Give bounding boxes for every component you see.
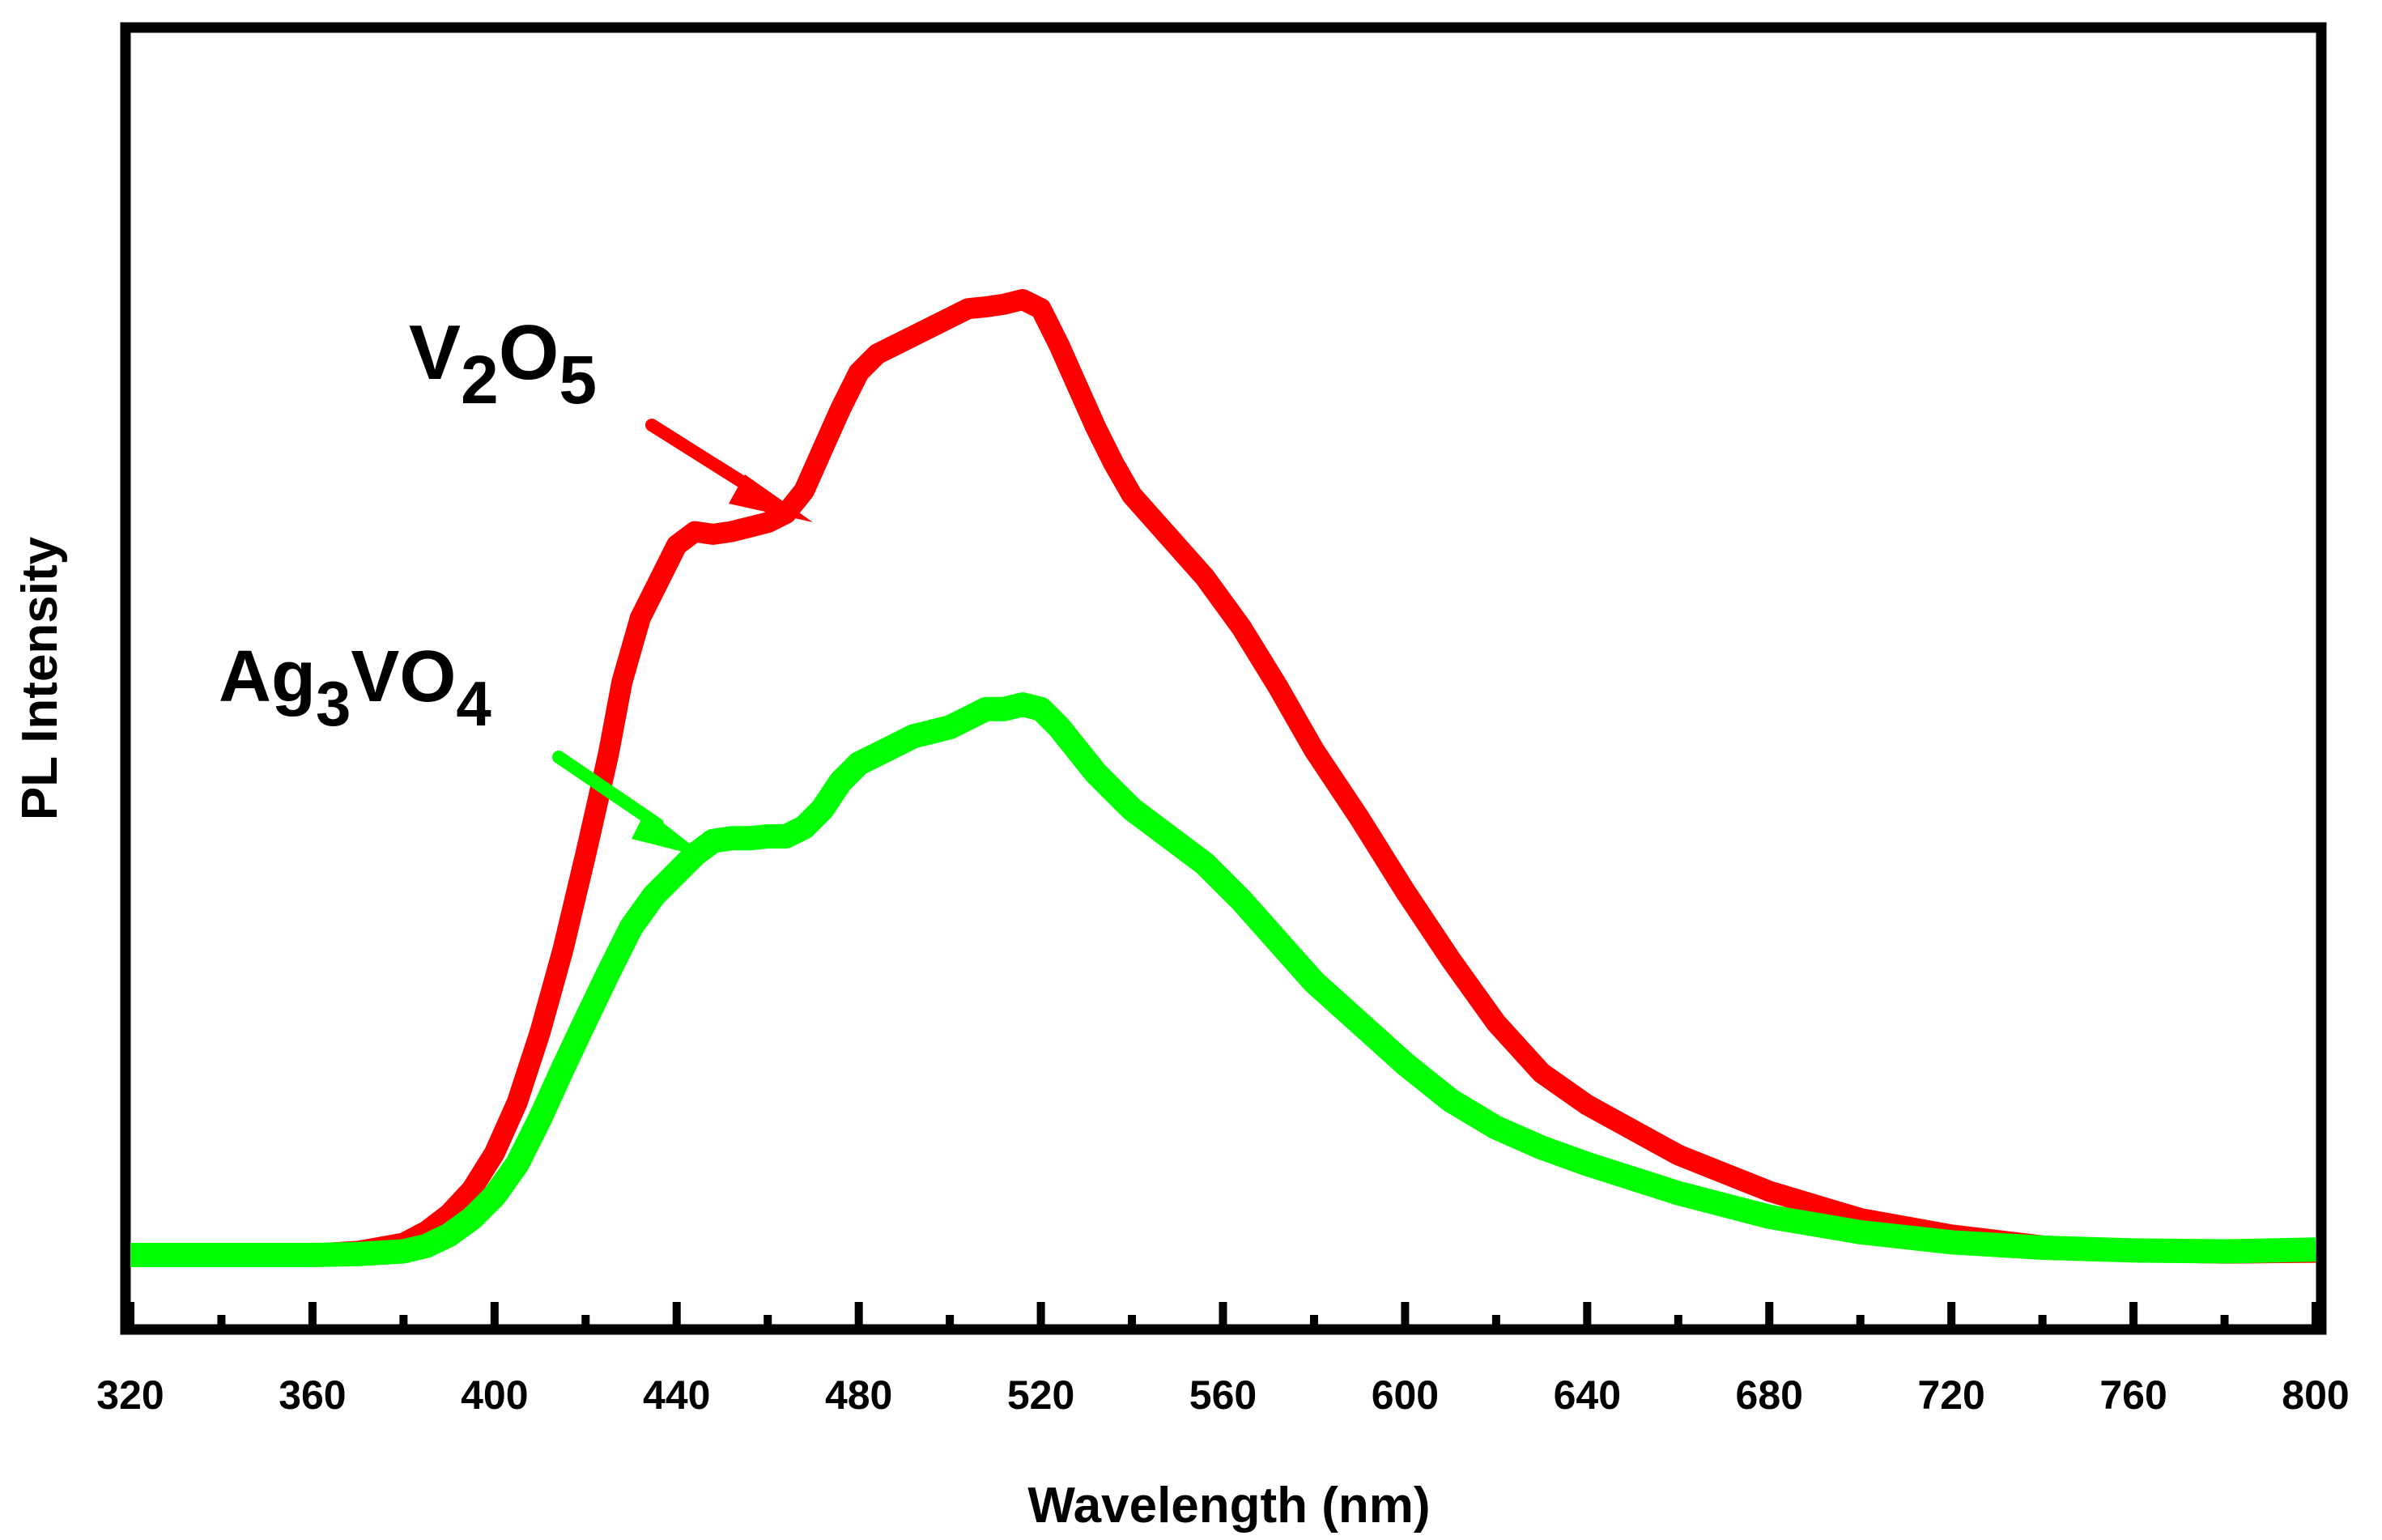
x-axis-title: Wavelength (nm) xyxy=(1027,1478,1430,1534)
x-tick-label: 640 xyxy=(1554,1372,1621,1418)
x-tick-label: 400 xyxy=(461,1372,528,1418)
x-tick-label: 800 xyxy=(2282,1372,2349,1418)
x-tick-label: 760 xyxy=(2099,1372,2167,1418)
v2o5-series-label: V2O5 xyxy=(409,309,597,418)
series-line-v2o5 xyxy=(130,289,2316,1266)
series-layer xyxy=(130,289,2316,1267)
y-axis-title: PL Intensity xyxy=(12,536,68,820)
ag3vo4-annotation-arrow xyxy=(552,751,708,858)
series-line-ag3vo4 xyxy=(130,692,2316,1267)
annotations: V2O5 Ag3VO4 xyxy=(219,309,813,858)
ag3vo4-series-label: Ag3VO4 xyxy=(219,636,491,739)
x-tick-label: 480 xyxy=(825,1372,892,1418)
x-tick-label: 320 xyxy=(96,1372,164,1418)
x-axis-ticks: 320 360 400 440 480 520 560 600 640 680 720 760 800 xyxy=(96,1302,2350,1418)
v2o5-annotation-arrow xyxy=(645,419,813,522)
x-tick-label: 560 xyxy=(1189,1372,1257,1418)
x-tick-label: 600 xyxy=(1372,1372,1439,1418)
x-tick-label: 680 xyxy=(1736,1372,1803,1418)
x-tick-label: 440 xyxy=(643,1372,710,1418)
x-tick-label: 520 xyxy=(1007,1372,1074,1418)
x-tick-label: 720 xyxy=(1917,1372,1984,1418)
x-tick-label: 360 xyxy=(279,1372,346,1418)
